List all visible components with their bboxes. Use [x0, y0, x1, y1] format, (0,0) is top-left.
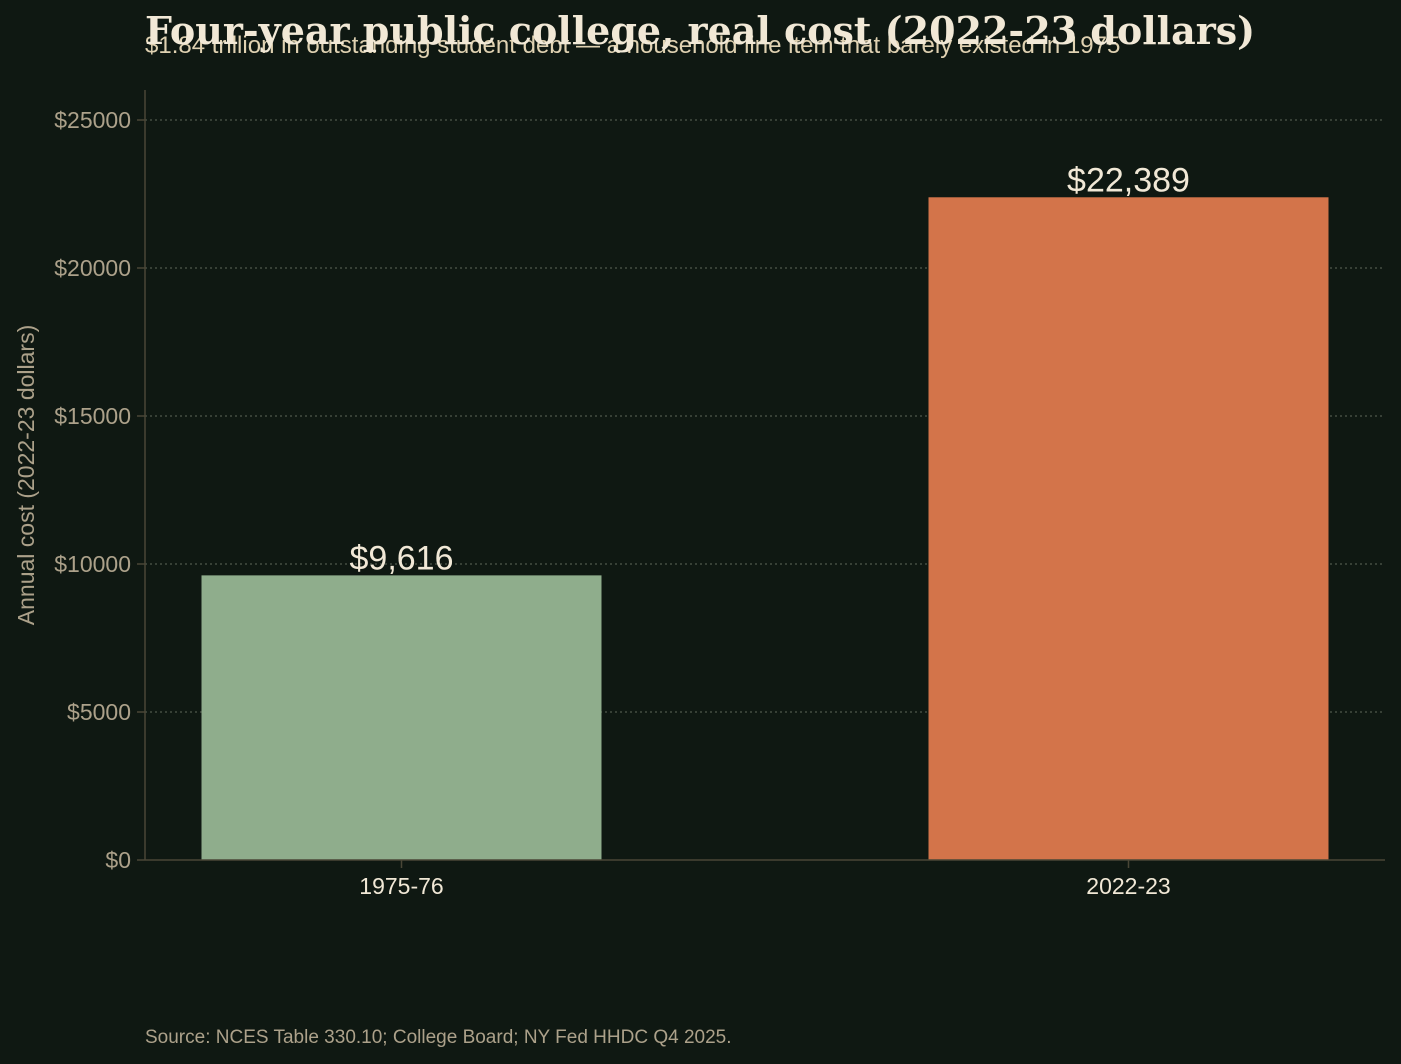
y-axis-title: Annual cost (2022-23 dollars)	[13, 325, 39, 625]
bar-1975-76	[201, 575, 602, 860]
value-label: $22,389	[1067, 161, 1190, 199]
y-tick-label: $0	[105, 847, 131, 873]
y-ticks: $0 $5000 $10000 $15000 $20000 $25000	[54, 107, 145, 873]
x-ticks: 1975-76 2022-23	[359, 860, 1171, 899]
value-label: $9,616	[350, 539, 454, 577]
axes	[144, 90, 1385, 861]
y-tick-label: $20000	[54, 255, 131, 281]
value-labels: $9,616 $22,389	[350, 161, 1190, 577]
y-tick-label: $10000	[54, 551, 131, 577]
chart-title: Four-year public college, real cost (202…	[145, 8, 1256, 53]
bar-2022-23	[928, 197, 1329, 861]
y-tick-label: $15000	[54, 403, 131, 429]
x-tick-label: 1975-76	[359, 873, 443, 899]
x-tick-label: 2022-23	[1086, 873, 1170, 899]
y-tick-label: $5000	[67, 699, 131, 725]
chart-subtitle: $1.84 trillion in outstanding student de…	[145, 32, 1121, 59]
source-note: Source: NCES Table 330.10; College Board…	[145, 1027, 732, 1048]
bars	[201, 197, 1329, 861]
y-tick-label: $25000	[54, 107, 131, 133]
